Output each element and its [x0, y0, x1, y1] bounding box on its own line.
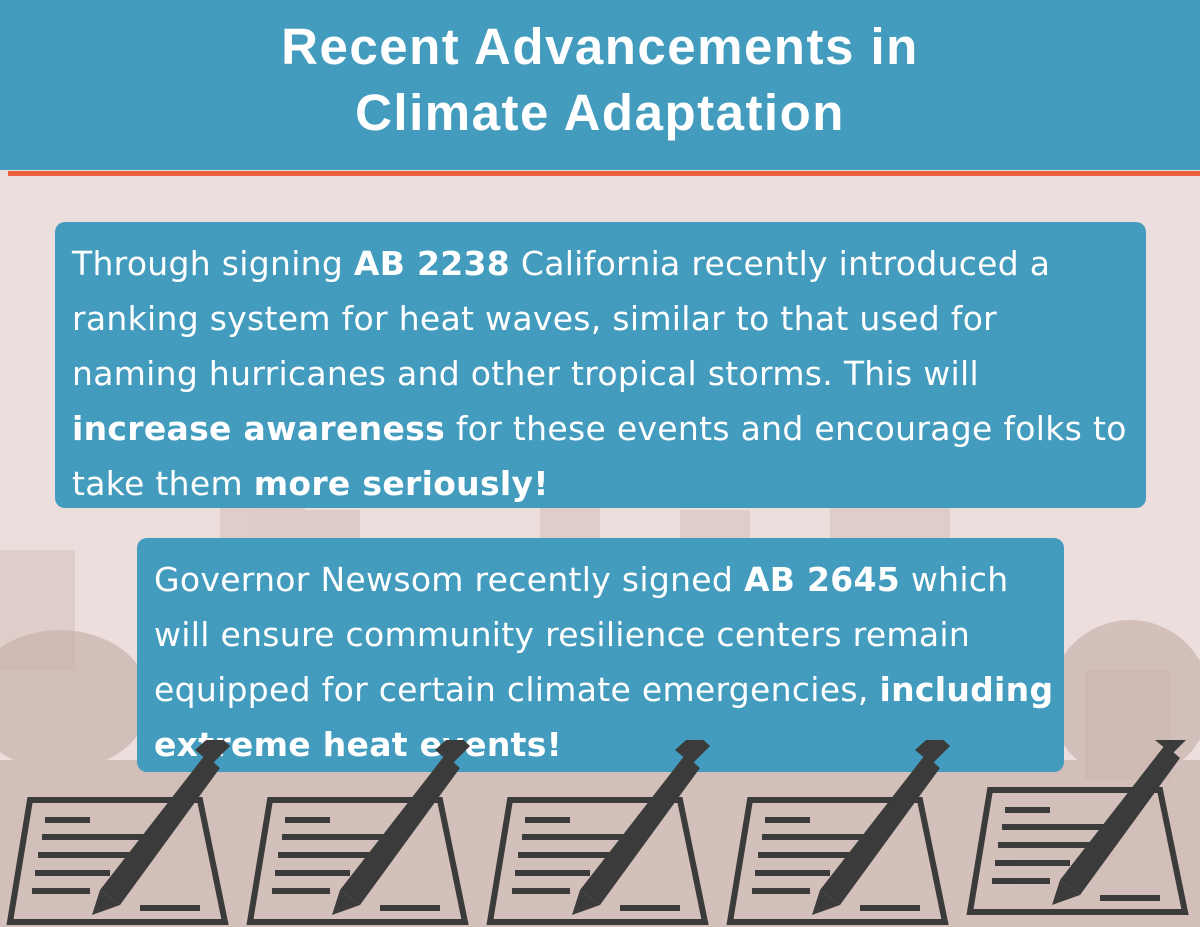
bold-text: including extreme heat events! [154, 670, 1054, 764]
header-rule [8, 171, 1200, 176]
body-text: Through signing [72, 244, 354, 283]
info-box: Through signing AB 2238 California recen… [55, 222, 1146, 508]
bold-text: AB 2238 [353, 244, 511, 283]
title-line: Recent Advancements in [281, 18, 919, 75]
icons [0, 740, 1200, 927]
body-text: for these events and encourage folks to … [72, 409, 1127, 503]
title: Recent Advancements in Climate Adaptatio… [0, 14, 1200, 146]
body-text: which will ensure community resilience c… [154, 560, 1009, 709]
header-band [0, 0, 1200, 170]
bold-text: AB 2645 [743, 560, 901, 599]
info-box: Governor Newsom recently signed AB 2645 … [137, 538, 1064, 772]
title-line: Climate Adaptation [355, 84, 845, 141]
body-text: Governor Newsom recently signed [154, 560, 744, 599]
bold-text: increase awareness [72, 409, 446, 448]
bold-text: more seriously! [253, 464, 549, 503]
body-text: California recently introduced a ranking… [72, 244, 1051, 393]
